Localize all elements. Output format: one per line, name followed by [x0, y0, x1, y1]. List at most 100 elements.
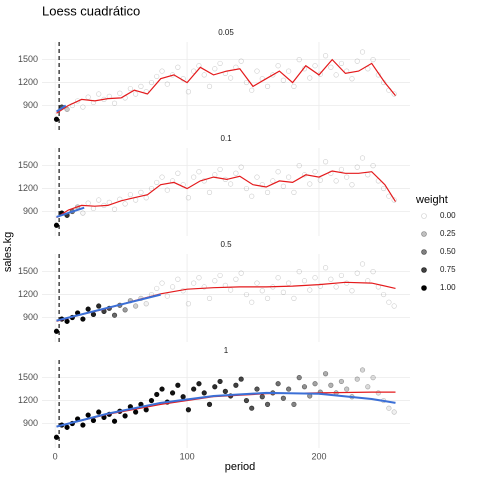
data-point	[354, 58, 360, 64]
legend-label: 0.25	[440, 229, 456, 238]
x-tick-label: 0	[53, 451, 58, 461]
data-point	[53, 434, 60, 440]
data-point	[301, 278, 308, 284]
y-tick-label: 900	[23, 418, 38, 428]
data-point	[365, 384, 371, 390]
data-point	[96, 303, 102, 309]
data-point	[270, 72, 276, 78]
data-point	[391, 91, 397, 97]
y-tick-label: 900	[23, 206, 38, 216]
data-point	[175, 64, 181, 70]
data-point	[359, 261, 366, 267]
data-point	[111, 206, 118, 212]
data-point	[301, 384, 308, 390]
data-point	[148, 79, 155, 86]
data-point	[222, 388, 228, 394]
fit-line	[56, 170, 397, 219]
data-point	[312, 381, 318, 387]
legend-key	[421, 213, 427, 219]
data-point	[275, 169, 281, 175]
x-tick-label: 100	[180, 451, 195, 461]
data-point	[164, 293, 170, 299]
data-point	[175, 170, 181, 176]
data-point	[212, 172, 218, 178]
data-point	[264, 295, 271, 301]
data-point	[96, 197, 102, 203]
data-point	[286, 280, 292, 286]
data-point	[191, 280, 197, 286]
data-point	[291, 83, 297, 89]
data-point	[370, 56, 376, 63]
data-point	[217, 60, 223, 67]
data-point	[127, 86, 133, 92]
data-point	[233, 382, 239, 388]
data-point	[312, 275, 318, 281]
data-point	[286, 68, 292, 74]
data-point	[159, 386, 165, 392]
y-tick-label: 1200	[18, 77, 38, 87]
data-point	[154, 285, 160, 292]
y-axis-label: sales.kg	[2, 232, 14, 272]
data-point	[85, 200, 91, 206]
data-point	[90, 311, 97, 318]
data-point	[53, 116, 60, 122]
data-point	[148, 185, 155, 192]
y-tick-label: 1200	[18, 289, 38, 299]
data-point	[264, 83, 271, 89]
data-point	[249, 193, 255, 199]
data-point	[386, 299, 392, 305]
data-point	[286, 386, 292, 392]
data-point	[228, 75, 234, 81]
data-point	[381, 185, 387, 192]
data-point	[111, 100, 118, 106]
y-tick-label: 1500	[18, 160, 38, 170]
data-point	[185, 407, 192, 413]
data-point	[333, 72, 339, 78]
data-point	[164, 81, 170, 87]
data-point	[185, 301, 192, 307]
y-tick-label: 1500	[18, 266, 38, 276]
facet-label: 0.05	[218, 28, 234, 37]
data-point	[338, 272, 345, 279]
x-tick-label: 200	[311, 451, 326, 461]
data-point	[53, 222, 60, 228]
legend-key	[421, 267, 427, 273]
data-point	[386, 193, 392, 199]
data-point	[169, 284, 176, 290]
data-point	[296, 56, 302, 63]
legend-key	[421, 249, 427, 255]
data-point	[259, 288, 265, 294]
y-tick-label: 900	[23, 312, 38, 322]
data-point	[243, 79, 250, 86]
data-point	[317, 177, 323, 183]
data-point	[96, 91, 102, 97]
data-point	[349, 76, 355, 82]
data-point	[333, 178, 339, 184]
fit-line	[56, 293, 161, 322]
data-point	[159, 280, 165, 286]
data-point	[212, 278, 218, 284]
data-point	[249, 405, 255, 411]
data-point	[53, 328, 60, 334]
data-point	[280, 289, 286, 295]
y-tick-label: 1500	[18, 372, 38, 382]
data-point	[201, 72, 207, 78]
data-point	[275, 63, 281, 69]
data-point	[344, 174, 350, 180]
data-point	[122, 413, 128, 419]
data-point	[322, 159, 329, 165]
data-point	[154, 179, 160, 186]
fit-line	[56, 58, 396, 114]
data-point	[328, 64, 334, 70]
data-point	[154, 391, 160, 398]
data-point	[349, 182, 355, 188]
data-point	[133, 303, 139, 309]
data-point	[159, 174, 165, 180]
data-point	[312, 169, 318, 175]
data-point	[307, 287, 313, 293]
fit-line	[56, 281, 396, 322]
data-point	[270, 178, 276, 184]
data-point	[80, 422, 86, 428]
data-point	[254, 280, 260, 286]
data-point	[143, 301, 149, 307]
